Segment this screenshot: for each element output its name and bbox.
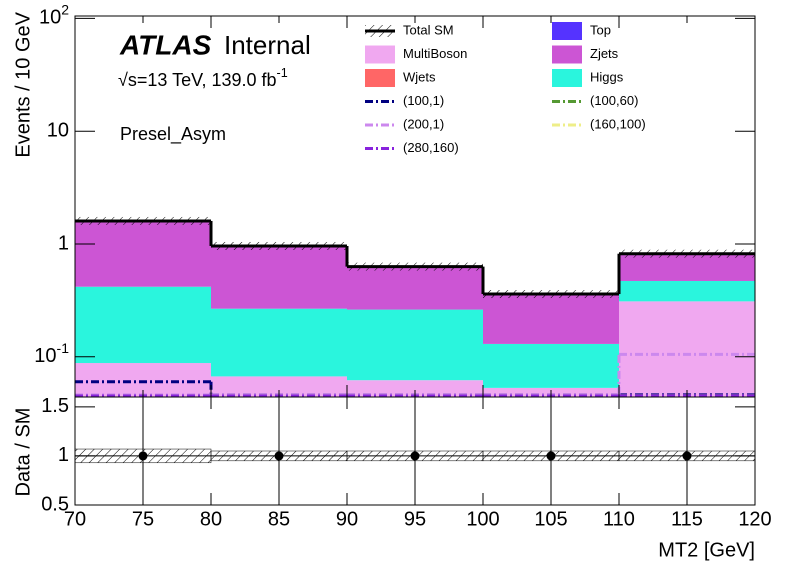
stack-bar xyxy=(211,246,347,309)
x-tick-label: 105 xyxy=(534,508,567,530)
legend-label: Total SM xyxy=(403,22,454,37)
stack-bar xyxy=(483,294,619,344)
ratio-y-tick-label: 0.5 xyxy=(41,493,69,515)
ratio-plot xyxy=(75,397,755,505)
x-tick-label: 75 xyxy=(132,508,154,530)
legend-swatch xyxy=(365,45,395,64)
legend-label: (200,1) xyxy=(403,116,444,131)
legend-label: (100,1) xyxy=(403,93,444,108)
x-tick-label: 90 xyxy=(336,508,358,530)
legend-swatch xyxy=(552,45,582,64)
y-tick-label: 10 xyxy=(47,119,69,141)
stack-bar xyxy=(619,301,755,397)
x-tick-label: 110 xyxy=(603,508,635,530)
stack-bar xyxy=(347,267,483,310)
y-tick-label: 102 xyxy=(39,1,69,29)
status: Internal xyxy=(224,30,311,60)
stack-bar xyxy=(347,380,483,397)
legend: Total SM Top MultiBoson Zjets Wjets Higgs (100… xyxy=(365,22,646,155)
x-tick-label: 70 xyxy=(64,508,86,530)
energy-label: √s=13 TeV, 139.0 fb-1 xyxy=(118,66,288,89)
y-axis-title: Events / 10 GeV xyxy=(12,11,34,157)
legend-label: (160,100) xyxy=(590,116,646,131)
legend-label: Higgs xyxy=(590,69,624,84)
data-point xyxy=(274,451,284,461)
ratio-y-tick-label: 1.5 xyxy=(41,395,69,417)
x-axis-title: MT2 [GeV] xyxy=(658,539,755,561)
data-point xyxy=(410,451,420,461)
x-tick-label: 120 xyxy=(738,508,771,530)
stack-bar xyxy=(211,308,347,377)
stack-bar xyxy=(211,376,347,397)
legend-swatch xyxy=(365,69,395,87)
ratio-axis-title: Data / SM xyxy=(12,408,34,497)
region-label: Presel_Asym xyxy=(120,124,226,145)
stack-bar xyxy=(619,280,755,302)
legend-label: Top xyxy=(590,22,611,37)
x-tick-label: 80 xyxy=(200,508,222,530)
legend-label: (280,160) xyxy=(403,140,459,155)
ratio-y-tick-label: 1 xyxy=(58,444,69,466)
x-tick-label: 115 xyxy=(671,508,703,530)
legend-swatch xyxy=(552,22,582,40)
legend-label: MultiBoson xyxy=(403,46,467,61)
data-point xyxy=(546,451,556,461)
x-tick-label: 100 xyxy=(466,508,499,530)
legend-label: Wjets xyxy=(403,69,436,84)
experiment: ATLAS xyxy=(119,29,212,60)
data-point xyxy=(682,451,692,461)
legend-label: Zjets xyxy=(590,46,619,61)
y-tick-label: 1 xyxy=(58,232,69,254)
x-tick-label: 85 xyxy=(268,508,290,530)
data-point xyxy=(138,451,148,461)
legend-swatch xyxy=(552,69,582,87)
stack-bar xyxy=(75,221,211,287)
main-plot xyxy=(75,216,755,397)
x-tick-label: 95 xyxy=(404,508,426,530)
stack-bar xyxy=(619,253,755,281)
stack-bar xyxy=(483,343,619,388)
legend-label: (100,60) xyxy=(590,93,638,108)
stack-bar xyxy=(75,286,211,364)
axes: 70 75 80 85 90 95 100 105 110 115 12010-11101020.5… xyxy=(34,1,771,530)
stack-bar xyxy=(347,309,483,381)
